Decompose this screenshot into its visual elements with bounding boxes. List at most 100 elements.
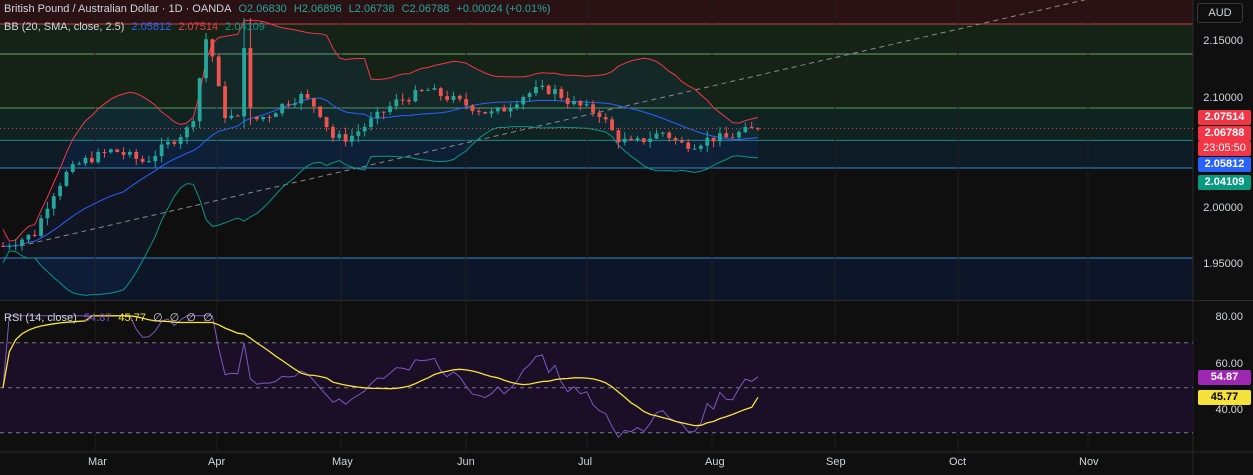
candles xyxy=(1,18,760,251)
candle-body xyxy=(495,107,500,112)
candle-body xyxy=(147,161,151,163)
candle-body xyxy=(64,171,69,186)
candle-body xyxy=(51,196,56,209)
candle-body xyxy=(407,100,411,102)
candle-body xyxy=(343,134,348,142)
candle-body xyxy=(108,149,113,153)
candle-body xyxy=(635,138,640,141)
candle-body xyxy=(58,185,63,197)
candle-body xyxy=(737,132,741,138)
rsi-tick: 60.00 xyxy=(1215,358,1243,370)
candle-body xyxy=(749,127,754,129)
candle-body xyxy=(185,127,189,138)
bb-upper-badge: 2.07514 xyxy=(1198,110,1251,125)
candle-body xyxy=(705,137,710,146)
candle-body xyxy=(654,133,659,139)
candle-body xyxy=(337,134,342,138)
candle-body xyxy=(369,118,373,127)
currency-unit-button[interactable]: AUD xyxy=(1197,3,1243,23)
zone-sell-high xyxy=(0,0,1193,24)
pane-separator[interactable] xyxy=(0,300,1253,301)
candle-body xyxy=(648,138,653,143)
candle-body xyxy=(464,99,469,106)
bb-basis-badge: 2.05812 xyxy=(1198,157,1251,172)
candle-body xyxy=(242,48,246,117)
candle-body xyxy=(299,93,304,104)
candle-body xyxy=(673,138,678,141)
month-label: Mar xyxy=(88,456,107,468)
candle-body xyxy=(89,157,94,163)
month-label: May xyxy=(332,456,353,468)
candle-body xyxy=(718,133,722,142)
candle-body xyxy=(610,119,614,131)
candle-body xyxy=(686,142,691,149)
candle-body xyxy=(432,88,437,90)
candle-body xyxy=(83,157,88,164)
zone-neutral xyxy=(0,168,1193,258)
last-price-badge: 2.06788 xyxy=(1198,126,1251,141)
price-tick: 2.15000 xyxy=(1203,35,1243,47)
candle-body xyxy=(660,132,665,134)
candle-body xyxy=(1,246,5,247)
candle-body xyxy=(115,149,120,153)
candle-body xyxy=(362,126,367,132)
month-label: Jul xyxy=(578,456,593,468)
rsi-badge: 54.87 xyxy=(1198,370,1251,385)
dashed-trendline[interactable] xyxy=(19,0,1110,247)
candle-body xyxy=(534,86,538,94)
candle-body xyxy=(445,96,450,100)
rsi-pane xyxy=(0,315,1193,439)
candle-body xyxy=(502,107,507,112)
candle-body xyxy=(223,86,227,119)
candle-body xyxy=(235,115,240,117)
candle-body xyxy=(540,85,545,87)
candle-body xyxy=(438,88,443,97)
candle-body xyxy=(96,152,101,163)
candle-body xyxy=(451,95,456,100)
candle-body xyxy=(197,78,202,122)
candle-body xyxy=(216,56,221,87)
bb-lower-line xyxy=(2,126,759,296)
bb-upper-line xyxy=(2,19,759,242)
candle-body xyxy=(565,98,570,105)
candle-body xyxy=(641,138,646,143)
bb-fill-area xyxy=(3,20,758,296)
candle-body xyxy=(7,246,12,248)
candle-body xyxy=(394,99,399,107)
candle-body xyxy=(318,106,323,118)
candle-body xyxy=(13,245,18,247)
price-tick: 2.00000 xyxy=(1203,202,1243,214)
candle-body xyxy=(121,152,126,155)
month-label: Apr xyxy=(208,456,226,468)
candle-body xyxy=(210,39,215,57)
candle-body xyxy=(134,152,139,159)
month-label: Sep xyxy=(826,456,846,468)
bollinger-lines xyxy=(0,19,1193,296)
candle-body xyxy=(559,88,564,99)
month-label: Jun xyxy=(457,456,475,468)
rsi-ma-badge: 45.77 xyxy=(1198,390,1251,405)
price-tick: 1.95000 xyxy=(1203,258,1243,270)
candle-body xyxy=(292,103,297,105)
candle-body xyxy=(280,103,285,114)
candle-body xyxy=(159,144,164,157)
month-label: Nov xyxy=(1079,456,1099,468)
candle-body xyxy=(77,163,82,165)
trendline[interactable] xyxy=(19,0,1110,247)
candle-body xyxy=(191,121,196,128)
price-zones xyxy=(0,0,1193,300)
candle-body xyxy=(20,239,24,246)
candle-body xyxy=(457,95,462,100)
candle-body xyxy=(261,116,266,120)
candle-body xyxy=(400,99,405,101)
candle-body xyxy=(45,208,50,219)
candle-body xyxy=(553,88,557,94)
candle-body xyxy=(476,111,481,113)
candle-body xyxy=(178,137,183,144)
candle-body xyxy=(584,104,589,106)
candle-body xyxy=(419,89,424,91)
candle-body xyxy=(286,103,291,105)
candle-body xyxy=(356,131,361,136)
candle-body xyxy=(692,148,697,150)
